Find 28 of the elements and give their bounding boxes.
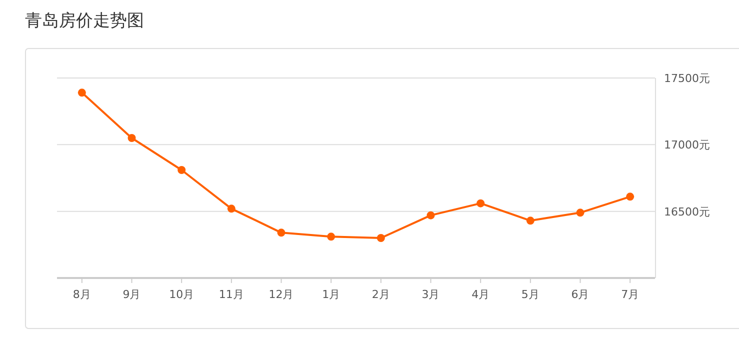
point (626, 192, 634, 201)
point (426, 211, 435, 220)
point (178, 166, 186, 174)
y-tick-label: 17500元 (664, 72, 710, 85)
x-tick-label: 12月 (268, 288, 294, 301)
point (128, 134, 136, 142)
x-tick-label: 11月 (218, 288, 244, 301)
x-tick-label: 1月 (322, 288, 340, 301)
x-tick-label: 5月 (521, 288, 540, 301)
point (78, 88, 86, 97)
x-tick-label: 2月 (372, 288, 390, 301)
point (227, 204, 236, 213)
chart-title: 青岛房价走势图 (25, 11, 144, 31)
point (277, 228, 286, 237)
x-tick-label: 3月 (422, 288, 440, 301)
x-tick-label: 9月 (122, 288, 141, 301)
y-tick-label: 17000元 (664, 138, 710, 152)
x-tick-label: 8月 (72, 288, 91, 301)
x-tick-label: 6月 (571, 288, 590, 301)
x-tick-label: 10月 (169, 288, 194, 301)
point (476, 199, 485, 208)
point (327, 232, 336, 241)
x-tick-label: 7月 (621, 288, 640, 301)
point (526, 216, 534, 225)
point (376, 234, 385, 242)
point (576, 208, 584, 217)
y-tick-label: 16500元 (664, 205, 710, 218)
x-tick-label: 4月 (472, 288, 490, 301)
